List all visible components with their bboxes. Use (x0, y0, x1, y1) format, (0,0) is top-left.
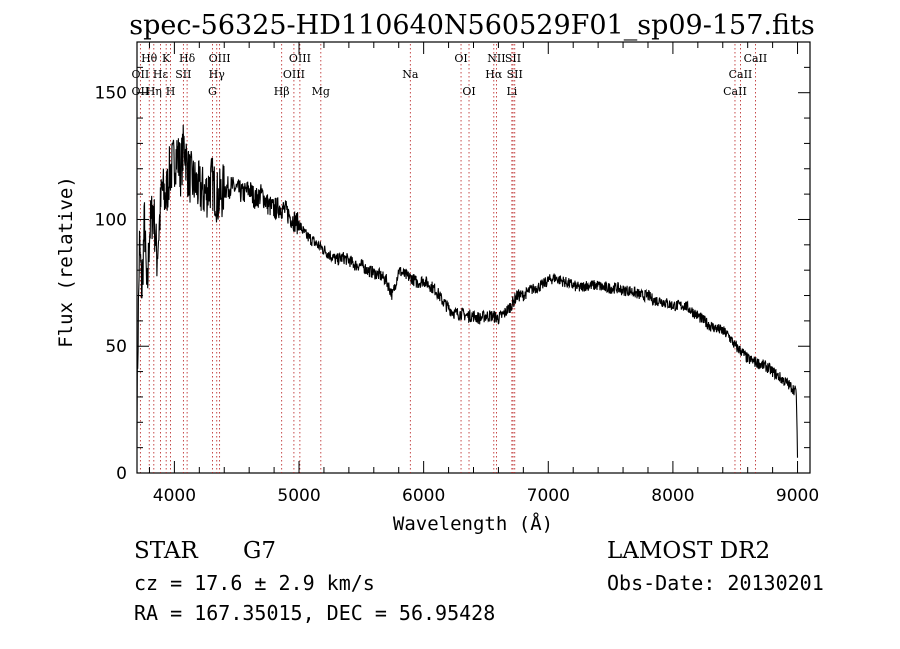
spectrum-line (136, 124, 799, 458)
spectral-line-label: OIII (289, 52, 311, 65)
y-tick-label: 100 (95, 210, 127, 230)
spectral-line-label: OI (454, 52, 467, 65)
y-axis-label: Flux (relative) (55, 176, 77, 348)
x-tick-label: 8000 (651, 486, 694, 506)
spectral-line-label: NII (487, 52, 505, 65)
spectral-line-label: Hα (485, 68, 503, 81)
y-tick-label: 0 (116, 464, 127, 484)
spectral-line-label: Na (402, 68, 419, 81)
axis-tick-labels: 4000 5000 6000 7000 8000 9000 0 50 100 150 (95, 84, 820, 506)
x-tick-label: 4000 (153, 486, 196, 506)
spectral-line-label: Hγ (209, 68, 226, 81)
spectral-line-label: OIII (283, 68, 305, 81)
spectral-line-label: SII (505, 52, 521, 65)
spectral-line-label: OII (132, 85, 150, 98)
subclass: G7 (243, 538, 276, 564)
spectral-line-label: OIII (209, 52, 231, 65)
spectral-line-label: SII (507, 68, 523, 81)
spectral-line-label: Hθ (141, 52, 158, 65)
spectral-line-label: Li (506, 85, 517, 98)
spectral-line-markers (139, 44, 756, 473)
coordinates: RA = 167.35015, DEC = 56.95428 (134, 601, 495, 625)
spectral-line-label: Mg (312, 85, 330, 98)
spectral-line-label: K (162, 52, 171, 65)
obs-date: Obs-Date: 20130201 (607, 571, 824, 595)
x-axis-label: Wavelength (Å) (393, 512, 553, 535)
survey-name: LAMOST DR2 (607, 538, 770, 564)
spectral-line-label: Hβ (274, 85, 290, 98)
x-tick-label: 5000 (277, 486, 320, 506)
spectral-line-label: SII (175, 68, 191, 81)
spectral-line-label: CaII (744, 52, 768, 65)
y-tick-label: 50 (105, 337, 127, 357)
spectral-line-label: CaII (729, 68, 753, 81)
x-tick-label: 6000 (402, 486, 445, 506)
chart-title: spec-56325-HD110640N560529F01_sp09-157.f… (129, 10, 814, 41)
redshift-cz: cz = 17.6 ± 2.9 km/s (134, 571, 375, 595)
y-tick-label: 150 (95, 84, 127, 104)
axis-ticks (137, 42, 810, 474)
x-tick-label: 7000 (527, 486, 570, 506)
spectral-line-label: CaII (723, 85, 747, 98)
spectral-line-label: G (208, 85, 217, 98)
spectral-line-label: OII (132, 68, 150, 81)
spectral-line-label: H (166, 85, 176, 98)
plot-frame (136, 41, 811, 474)
object-type: STAR (134, 538, 198, 564)
spectral-line-label: Hδ (179, 52, 196, 65)
spectral-line-label: Hη (146, 85, 162, 98)
spectral-line-label: OI (462, 85, 475, 98)
spectral-line-label: Hε (153, 68, 169, 81)
x-tick-label: 9000 (776, 486, 819, 506)
